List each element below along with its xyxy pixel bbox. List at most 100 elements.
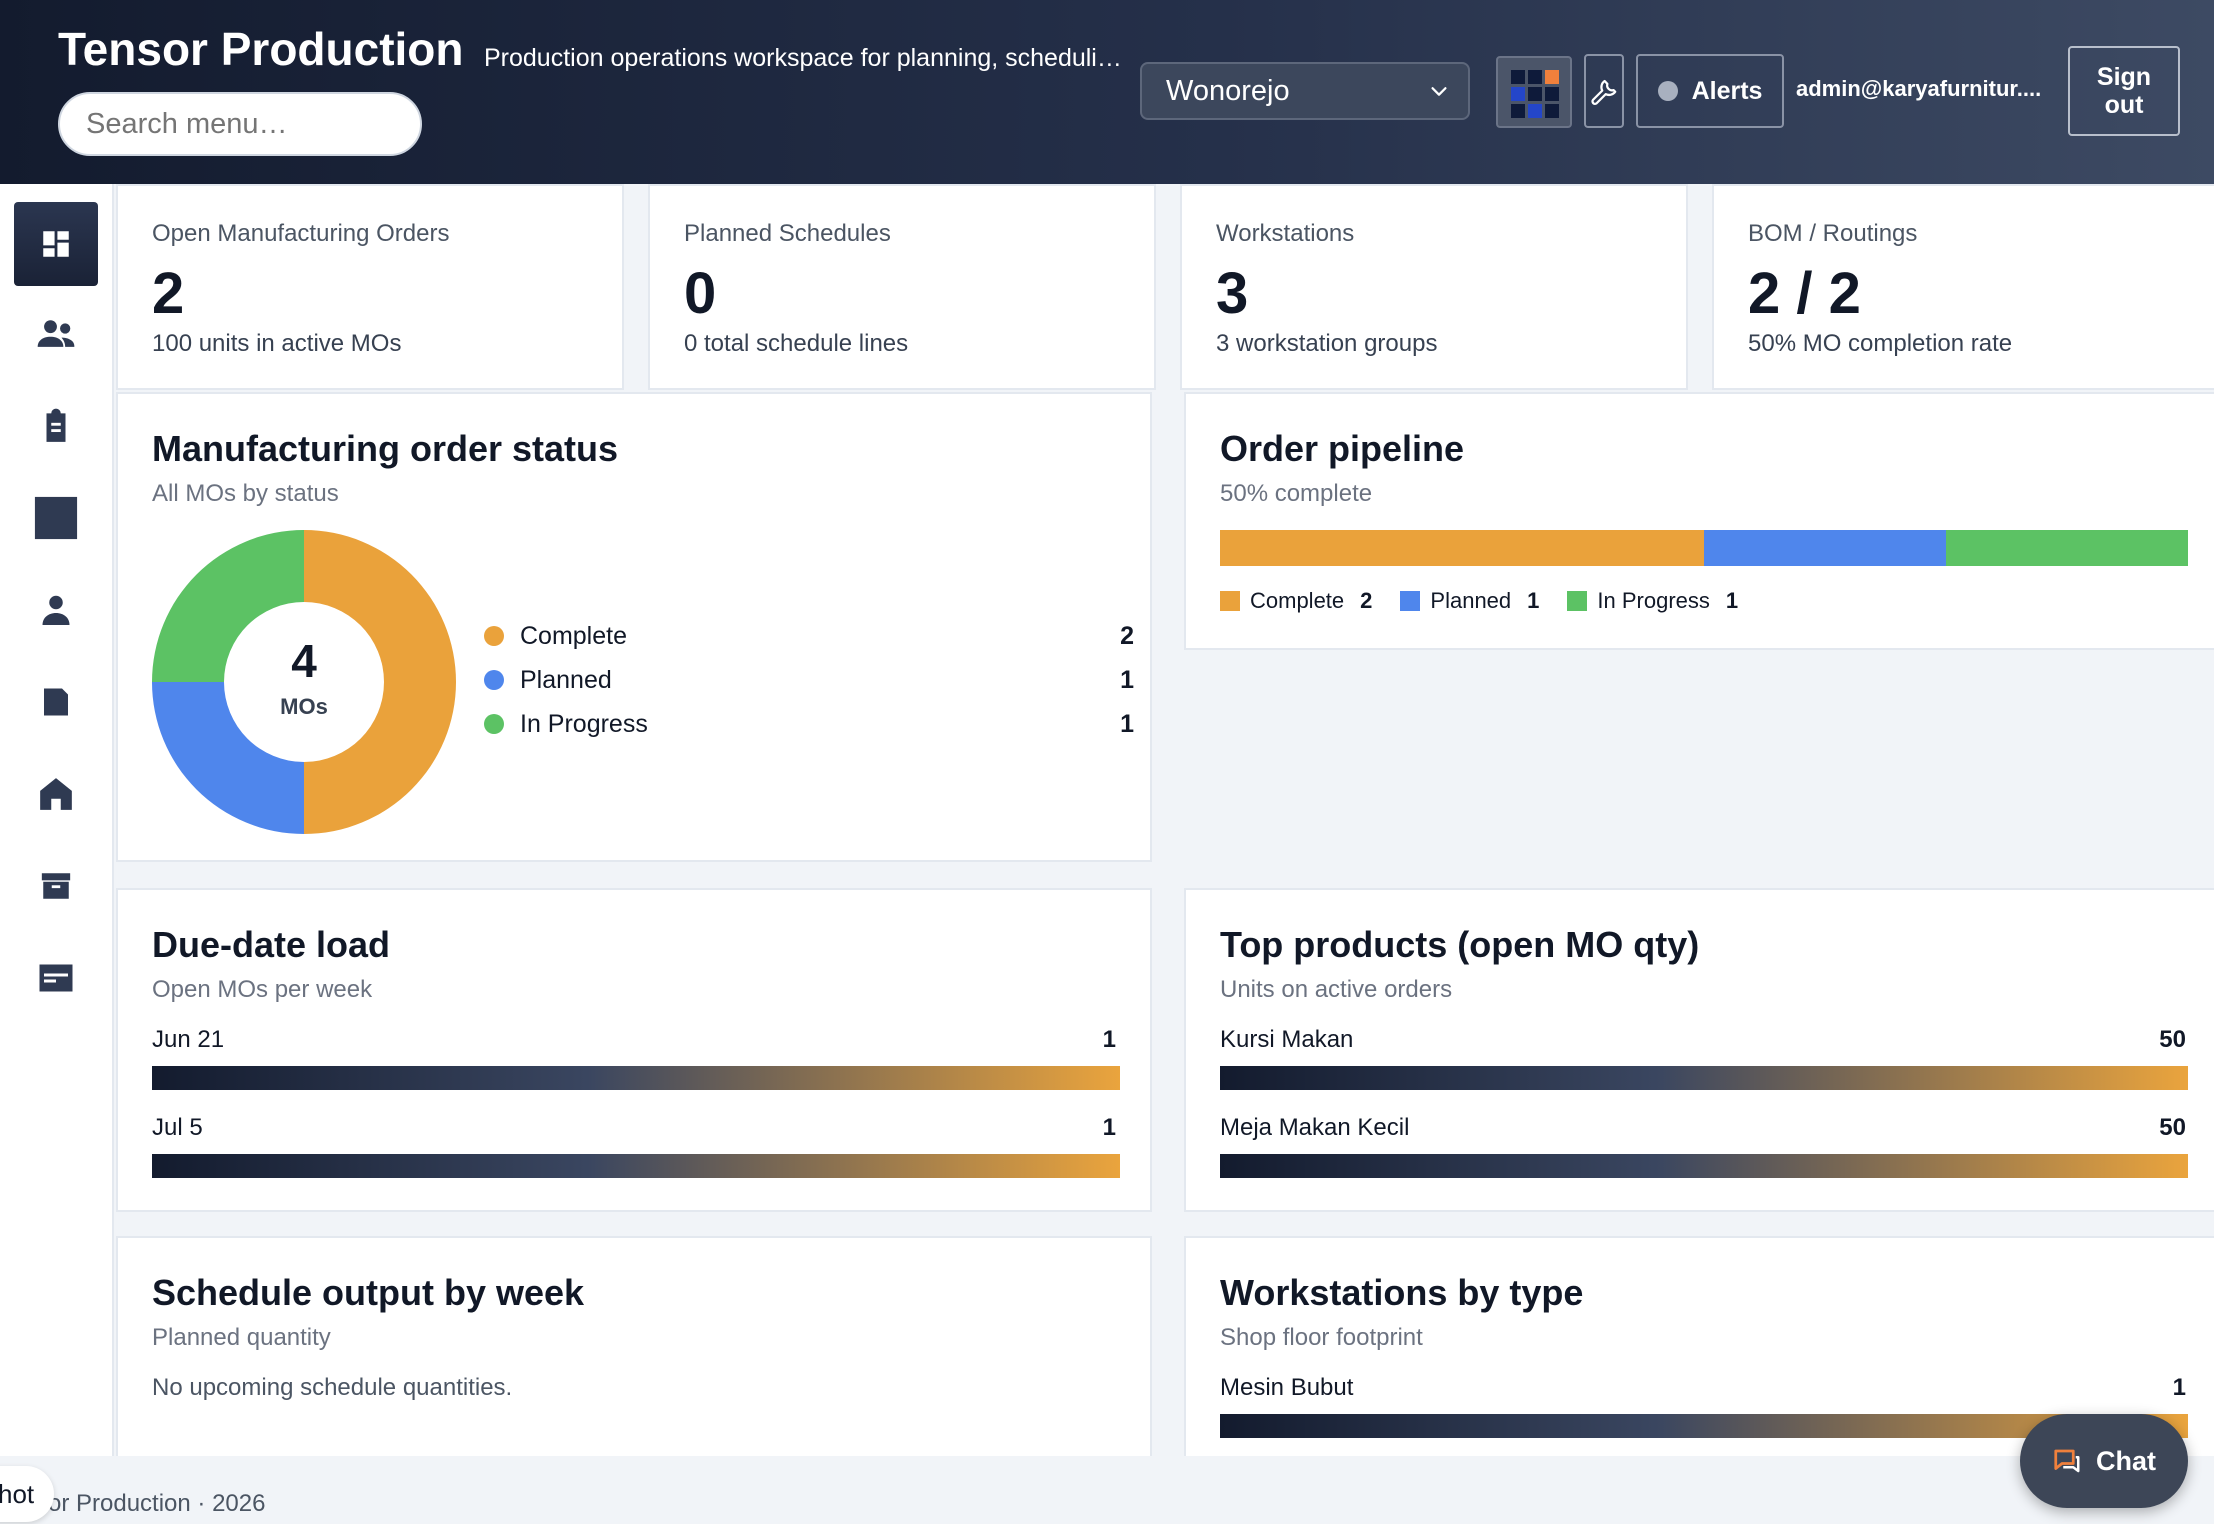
card-icon bbox=[39, 964, 73, 992]
chat-button[interactable]: Chat bbox=[2020, 1414, 2188, 1508]
stat-sub: 50% MO completion rate bbox=[1748, 330, 2013, 357]
card-title: Manufacturing order status bbox=[152, 428, 619, 469]
square-icon bbox=[34, 496, 78, 540]
bar-value: 1 bbox=[1102, 1026, 1116, 1053]
legend-value: 1 bbox=[1725, 588, 1739, 613]
sidebar-item-warehouse[interactable] bbox=[14, 752, 98, 836]
legend-label: Complete bbox=[1250, 588, 1345, 613]
donut-slice-in-progress bbox=[152, 530, 304, 682]
sidebar-item-inventory[interactable] bbox=[14, 844, 98, 928]
stat-card-workstations: Workstations 3 3 workstation groups bbox=[1180, 184, 1688, 390]
archive-icon bbox=[41, 873, 71, 899]
donut-slice-planned bbox=[152, 682, 304, 834]
stat-value: 3 bbox=[1216, 261, 1249, 326]
card-subtitle: All MOs by status bbox=[152, 480, 339, 507]
order-pipeline-card: Order pipeline 50% complete Complete 2 P… bbox=[1184, 392, 2214, 650]
legend-value: 2 bbox=[1120, 621, 1134, 650]
app-launcher-button[interactable] bbox=[1496, 56, 1572, 128]
card-subtitle: Units on active orders bbox=[1220, 976, 1453, 1003]
dashboard-icon bbox=[43, 231, 69, 257]
legend-swatch bbox=[484, 670, 504, 690]
top-header: Tensor Production Production operations … bbox=[0, 0, 2214, 184]
stat-card-open-mos: Open Manufacturing Orders 2 100 units in… bbox=[116, 184, 624, 390]
pipeline-segment-complete bbox=[1220, 530, 1704, 566]
bar-value: 50 bbox=[2159, 1026, 2186, 1053]
footer bbox=[0, 1456, 2214, 1524]
legend-value: 1 bbox=[1120, 709, 1134, 738]
workstation-bar bbox=[1220, 1414, 2188, 1438]
pipeline-bar bbox=[1220, 530, 2188, 566]
donut-center-value: 4 bbox=[291, 635, 317, 687]
legend-value: 1 bbox=[1120, 665, 1134, 694]
legend-label: Complete bbox=[520, 621, 627, 650]
stat-sub: 0 total schedule lines bbox=[684, 330, 909, 357]
wrench-icon bbox=[1591, 79, 1617, 105]
legend-value: 1 bbox=[1527, 588, 1540, 613]
sidebar-item-schedules[interactable] bbox=[14, 476, 98, 560]
load-bar bbox=[152, 1154, 1120, 1178]
stat-label: BOM / Routings bbox=[1748, 220, 1918, 247]
stat-card-planned-schedules: Planned Schedules 0 0 total schedule lin… bbox=[648, 184, 1156, 390]
stat-value: 2 / 2 bbox=[1748, 261, 1861, 326]
clipboard-icon bbox=[46, 408, 66, 442]
people-icon bbox=[37, 320, 75, 347]
due-date-load-card: Due-date load Open MOs per week Jun 21 1… bbox=[116, 888, 1152, 1212]
stat-sub: 100 units in active MOs bbox=[152, 330, 402, 357]
top-products-card: Top products (open MO qty) Units on acti… bbox=[1184, 888, 2214, 1212]
app-title: Tensor Production bbox=[58, 23, 464, 75]
stat-label: Open Manufacturing Orders bbox=[152, 220, 450, 247]
site-select[interactable]: Wonorejo bbox=[1140, 62, 1470, 120]
card-title: Order pipeline bbox=[1220, 428, 1465, 469]
alert-status-icon bbox=[1657, 81, 1678, 101]
stat-value: 0 bbox=[684, 261, 717, 326]
product-bar bbox=[1220, 1066, 2188, 1090]
legend-swatch bbox=[484, 714, 504, 734]
bar-label: Jul 5 bbox=[152, 1114, 203, 1141]
sidebar-item-orders[interactable] bbox=[14, 384, 98, 468]
empty-state-text: No upcoming schedule quantities. bbox=[152, 1374, 513, 1401]
sidebar-item-documents[interactable] bbox=[14, 660, 98, 744]
folder-icon bbox=[44, 688, 68, 716]
pipeline-legend: Complete 2 Planned 1 In Progress 1 bbox=[1220, 588, 1738, 614]
legend-label: Planned bbox=[1430, 588, 1512, 613]
alerts-button[interactable]: Alerts bbox=[1636, 54, 1784, 128]
signout-button[interactable]: Sign out bbox=[2068, 46, 2180, 136]
pipeline-segment-planned bbox=[1704, 530, 1946, 566]
pipeline-segment-in-progress bbox=[1946, 530, 2188, 566]
legend-label: In Progress bbox=[520, 709, 648, 738]
bar-label: Meja Makan Kecil bbox=[1220, 1114, 1410, 1141]
card-subtitle: 50% complete bbox=[1220, 480, 1373, 507]
load-bar bbox=[152, 1066, 1120, 1090]
stat-card-bom-routings: BOM / Routings 2 / 2 50% MO completion r… bbox=[1712, 184, 2214, 390]
bar-value: 1 bbox=[2172, 1374, 2186, 1401]
sidebar-item-reports[interactable] bbox=[14, 936, 98, 1020]
hot-badge[interactable]: hot bbox=[0, 1466, 54, 1522]
legend-item: In Progress 1 bbox=[484, 706, 1134, 742]
footer-text: or Production · 2026 bbox=[48, 1490, 266, 1517]
product-bar bbox=[1220, 1154, 2188, 1178]
site-select-value: Wonorejo bbox=[1166, 74, 1290, 107]
legend-value: 2 bbox=[1360, 588, 1373, 613]
stat-label: Workstations bbox=[1216, 220, 1355, 247]
bar-value: 1 bbox=[1102, 1114, 1116, 1141]
sidebar bbox=[0, 184, 114, 1456]
bar-label: Jun 21 bbox=[152, 1026, 225, 1053]
bar-value: 50 bbox=[2159, 1114, 2186, 1141]
donut-center-label: MOs bbox=[280, 694, 328, 719]
sidebar-item-users[interactable] bbox=[14, 568, 98, 652]
chat-label: Chat bbox=[2096, 1445, 2156, 1476]
user-email[interactable]: admin@karyafurnitur.... bbox=[1796, 76, 2042, 101]
sidebar-item-people[interactable] bbox=[14, 292, 98, 376]
legend-item: Complete 2 bbox=[484, 618, 1134, 654]
sidebar-item-dashboard[interactable] bbox=[14, 202, 98, 286]
legend-label: In Progress bbox=[1597, 588, 1710, 613]
mo-status-donut bbox=[152, 530, 456, 834]
tools-button[interactable] bbox=[1584, 54, 1624, 128]
search-input[interactable] bbox=[58, 92, 422, 156]
card-title: Schedule output by week bbox=[152, 1272, 585, 1313]
mo-status-card: Manufacturing order status All MOs by st… bbox=[116, 392, 1152, 862]
home-icon bbox=[40, 778, 72, 810]
card-title: Due-date load bbox=[152, 924, 391, 965]
chevron-down-icon bbox=[1431, 87, 1447, 96]
card-subtitle: Open MOs per week bbox=[152, 976, 373, 1003]
